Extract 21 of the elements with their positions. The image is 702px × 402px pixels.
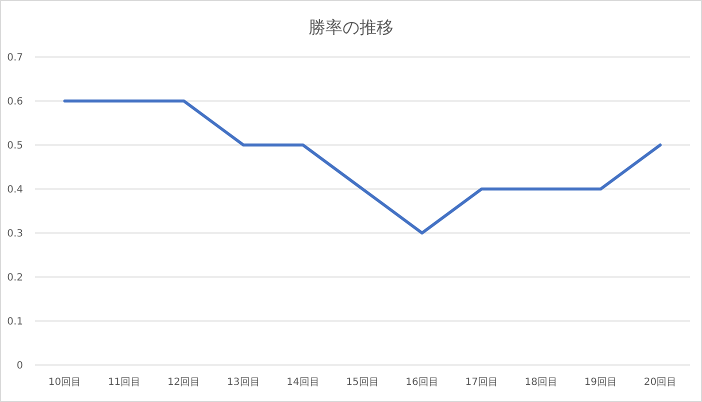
x-tick-label: 12回目: [167, 377, 200, 388]
chart-title: 勝率の推移: [308, 18, 394, 38]
y-tick-label: 0.2: [7, 272, 23, 284]
line-series: [63, 100, 662, 234]
y-tick-label: 0.6: [7, 96, 23, 108]
x-tick-label: 16回目: [406, 377, 438, 388]
y-tick-label: 0.3: [7, 228, 23, 240]
x-tick-label: 10回目: [48, 377, 82, 388]
x-tick-label: 13回目: [227, 377, 260, 388]
x-tick-label: 14回目: [286, 377, 320, 388]
y-tick-label: 0.7: [7, 52, 23, 64]
x-tick-label: 15回目: [346, 377, 379, 388]
x-tick-label: 19回目: [584, 377, 618, 388]
y-tick-label: 0.5: [7, 140, 23, 152]
y-tick-label: 0.1: [7, 316, 23, 328]
x-tick-label: 17回目: [465, 377, 498, 388]
x-tick-label: 11回目: [108, 377, 141, 388]
y-tick-label: 0.4: [7, 184, 23, 196]
x-tick-label: 18回目: [524, 377, 558, 388]
x-tick-label: 20回目: [644, 377, 677, 388]
y-tick-label: 0: [16, 360, 23, 372]
